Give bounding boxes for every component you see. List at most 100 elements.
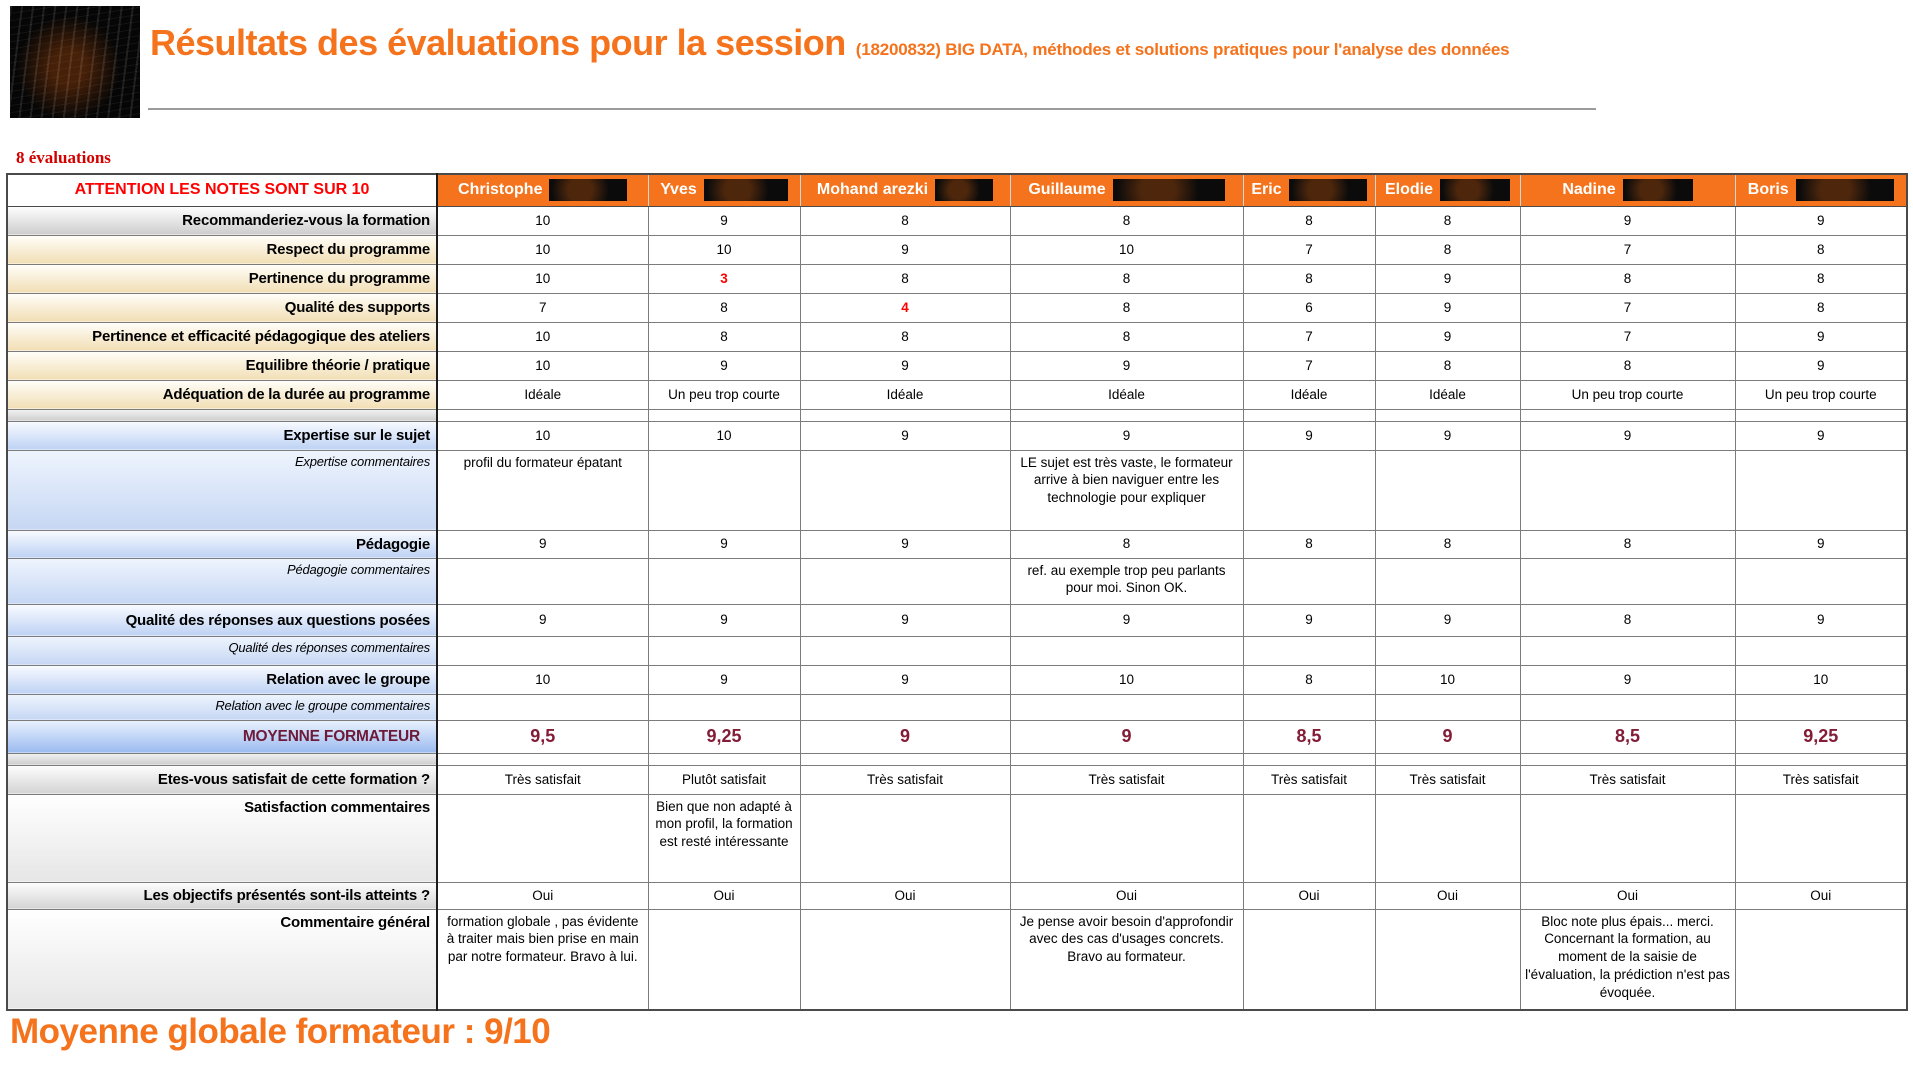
row-label-cell: Qualité des supports (6, 292, 438, 323)
value-cell: 9 (1519, 664, 1736, 695)
redacted-name-box (1440, 179, 1510, 202)
row-label-cell: Expertise commentaires (6, 449, 438, 531)
separator-cell (1009, 408, 1244, 422)
value-cell: Plutôt satisfait (647, 764, 801, 795)
value-cell: 3 (647, 263, 801, 294)
value-cell: Idéale (1374, 379, 1521, 410)
value-cell: 9 (1009, 420, 1244, 451)
value-cell (1374, 793, 1521, 883)
value-cell (799, 693, 1011, 721)
table-row: Pédagogie 9 9 9 8 8 8 8 9 (6, 529, 1908, 559)
value-cell (1734, 693, 1908, 721)
row-label-cell: Pertinence et efficacité pédagogique des… (6, 321, 438, 352)
separator-cell (1519, 408, 1736, 422)
value-cell: 9 (1242, 420, 1376, 451)
separator-cell (799, 752, 1011, 766)
separator-cell (1374, 752, 1521, 766)
value-cell (436, 557, 649, 605)
value-cell: 9 (799, 420, 1011, 451)
table-row: Pertinence du programme 10 3 8 8 8 9 8 8 (6, 263, 1908, 294)
value-cell: 9 (436, 603, 649, 637)
value-cell: profil du formateur épatant (436, 449, 649, 531)
value-cell: 7 (1519, 321, 1736, 352)
value-cell (1374, 635, 1521, 666)
value-cell: 10 (436, 350, 649, 381)
value-cell: Bloc note plus épais... merci. Concernan… (1519, 908, 1736, 1011)
value-cell: Oui (436, 881, 649, 910)
evaluator-first-name: Boris (1747, 181, 1789, 199)
global-average: Moyenne globale formateur : 9/10 (10, 1012, 551, 1051)
evaluator-column-header: Mohand arezki (799, 173, 1011, 207)
table-row: Qualité des réponses commentaires (6, 635, 1908, 666)
row-label-cell: Satisfaction commentaires (6, 793, 438, 883)
value-cell: 9 (1009, 603, 1244, 637)
value-cell (1009, 693, 1244, 721)
table-header-row: ATTENTION LES NOTES SONT SUR 10 Christoph… (6, 173, 1908, 207)
separator-cell (1519, 752, 1736, 766)
value-cell: 7 (1519, 234, 1736, 265)
value-cell (1734, 557, 1908, 605)
value-cell (647, 557, 801, 605)
redacted-name-box (703, 179, 788, 202)
value-cell: 10 (436, 263, 649, 294)
value-cell: Oui (799, 881, 1011, 910)
value-cell (1374, 557, 1521, 605)
separator-cell (647, 752, 801, 766)
row-label-cell: Qualité des réponses aux questions posée… (6, 603, 438, 637)
evaluator-first-name: Mohand arezki (816, 181, 929, 199)
value-cell: 10 (1734, 664, 1908, 695)
table-row: Commentaire général formation globale , p… (6, 908, 1908, 1011)
table-row: Pédagogie commentaires ref. au exemple tr… (6, 557, 1908, 605)
separator-label-cell (6, 752, 438, 766)
value-cell: Idéale (1009, 379, 1244, 410)
evaluation-results-table: ATTENTION LES NOTES SONT SUR 10 Christoph… (6, 173, 1908, 1011)
value-cell (1734, 793, 1908, 883)
value-cell: 9 (1374, 292, 1521, 323)
value-cell: 8 (1374, 350, 1521, 381)
value-cell: 9 (1734, 529, 1908, 559)
evaluator-column-header: Guillaume (1009, 173, 1244, 207)
value-cell: 8 (1374, 234, 1521, 265)
row-label-cell: Respect du programme (6, 234, 438, 265)
evaluator-column-header: Eric (1242, 173, 1376, 207)
value-cell: 8 (1519, 350, 1736, 381)
table-row: Qualité des réponses aux questions posée… (6, 603, 1908, 637)
value-cell (799, 557, 1011, 605)
value-cell: 9 (799, 664, 1011, 695)
value-cell: 8 (1734, 292, 1908, 323)
table-row: Equilibre théorie / pratique 10 9 9 9 7 8 8 9 (6, 350, 1908, 381)
value-cell: 8 (1519, 263, 1736, 294)
value-cell: 8 (1519, 603, 1736, 637)
value-cell: 9 (1734, 420, 1908, 451)
table-row: Etes-vous satisfait de cette formation ?… (6, 764, 1908, 795)
evaluation-count: 8 évaluations (16, 148, 111, 167)
value-cell: 9,25 (1734, 719, 1908, 754)
row-label-cell: Qualité des réponses commentaires (6, 635, 438, 666)
value-cell (1009, 793, 1244, 883)
redacted-name-box (1288, 179, 1367, 202)
value-cell: Très satisfait (1734, 764, 1908, 795)
value-cell: 10 (436, 205, 649, 236)
value-cell (1519, 557, 1736, 605)
value-cell: 9 (1242, 603, 1376, 637)
value-cell: 9 (799, 234, 1011, 265)
row-label-cell: Pédagogie commentaires (6, 557, 438, 605)
value-cell (1242, 693, 1376, 721)
value-cell: 4 (799, 292, 1011, 323)
value-cell: 10 (1374, 664, 1521, 695)
value-cell: 9 (1734, 321, 1908, 352)
redacted-name-box (549, 179, 628, 202)
value-cell: 8 (1374, 205, 1521, 236)
value-cell: 10 (436, 321, 649, 352)
value-cell: 9 (799, 719, 1011, 754)
separator-row (6, 408, 1908, 422)
value-cell: 8 (1519, 529, 1736, 559)
value-cell: 8 (1242, 664, 1376, 695)
value-cell (1374, 908, 1521, 1011)
separator-cell (436, 752, 649, 766)
value-cell (799, 793, 1011, 883)
separator-cell (1734, 752, 1908, 766)
value-cell (1242, 449, 1376, 531)
value-cell: 10 (1009, 234, 1244, 265)
value-cell (1519, 693, 1736, 721)
